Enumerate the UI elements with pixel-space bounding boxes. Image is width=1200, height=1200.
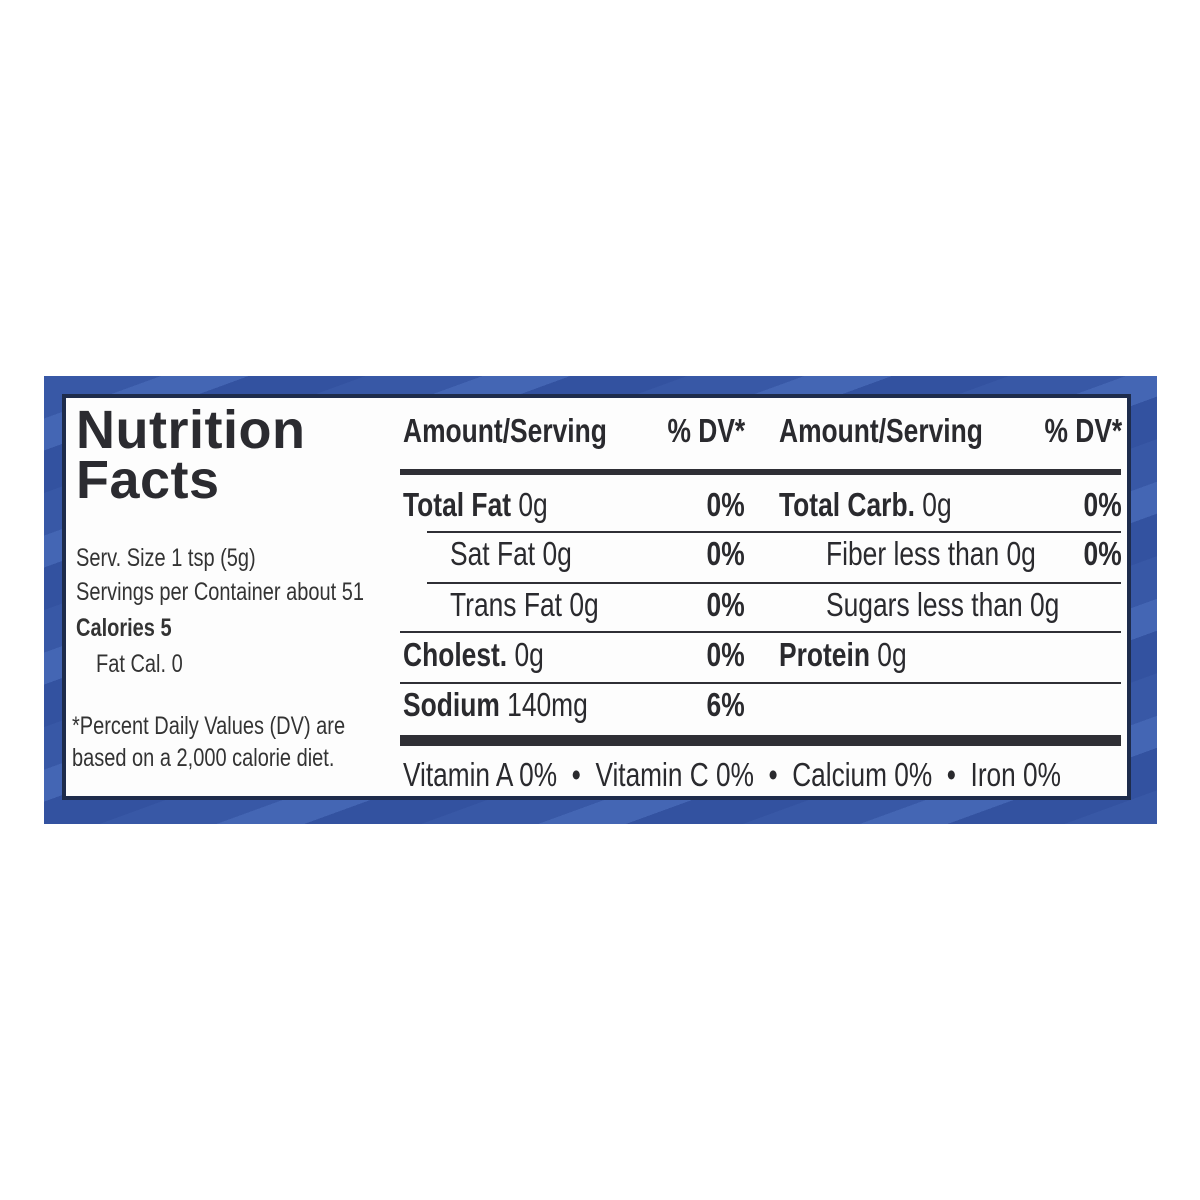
nutrient-row-protein: Protein 0g xyxy=(779,636,907,673)
divider xyxy=(427,582,1121,584)
nutrient-row-total-carb: Total Carb. 0g xyxy=(779,486,952,523)
thick-divider xyxy=(400,735,1121,746)
nutrient-row-fiber: Fiber less than 0g xyxy=(826,535,1036,572)
title-line-1: Nutrition xyxy=(76,400,306,460)
dv-value: 6% xyxy=(706,686,745,723)
vitamins-line: Vitamin A 0% • Vitamin C 0% • Calcium 0%… xyxy=(403,756,1061,793)
header-amount-right: Amount/Serving xyxy=(779,412,983,449)
nutrient-row-sat-fat: Sat Fat 0g xyxy=(450,535,572,572)
fat-calories: Fat Cal. 0 xyxy=(96,650,183,678)
footnote-line-1: *Percent Daily Values (DV) are xyxy=(72,712,346,740)
dv-value: 0% xyxy=(706,636,745,673)
dv-value: 0% xyxy=(706,535,745,572)
title: Nutrition Facts xyxy=(76,400,306,510)
divider xyxy=(427,531,1121,533)
label-background xyxy=(44,376,1157,824)
divider xyxy=(400,682,1121,684)
servings-per-container: Servings per Container about 51 xyxy=(76,578,364,606)
nutrient-row-trans-fat: Trans Fat 0g xyxy=(450,586,599,623)
dv-value: 0% xyxy=(706,486,745,523)
header-dv-left: % DV* xyxy=(667,412,745,449)
nutrient-row-sodium: Sodium 140mg xyxy=(403,686,588,723)
serving-size: Serv. Size 1 tsp (5g) xyxy=(76,544,256,572)
title-line-2: Facts xyxy=(76,450,220,510)
dv-value: 0% xyxy=(1083,535,1122,572)
nutrient-row-cholesterol: Cholest. 0g xyxy=(403,636,544,673)
dv-value: 0% xyxy=(1083,486,1122,523)
label-frame xyxy=(62,394,1131,800)
footnote-line-2: based on a 2,000 calorie diet. xyxy=(72,744,335,772)
thick-divider xyxy=(400,469,1121,475)
calories: Calories 5 xyxy=(76,614,172,642)
dv-value: 0% xyxy=(706,586,745,623)
nutrient-row-total-fat: Total Fat 0g xyxy=(403,486,548,523)
nutrient-row-sugars: Sugars less than 0g xyxy=(826,586,1060,623)
nutrition-facts-panel xyxy=(66,398,1127,796)
header-amount-left: Amount/Serving xyxy=(403,412,607,449)
header-dv-right: % DV* xyxy=(1044,412,1122,449)
divider xyxy=(400,631,1121,633)
